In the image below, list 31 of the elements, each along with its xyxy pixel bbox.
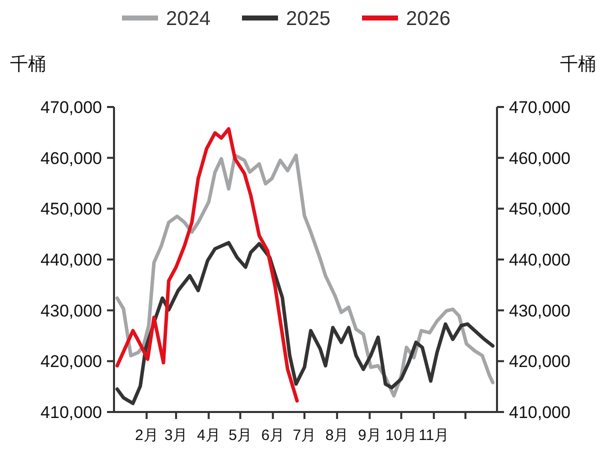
- y2-tick-label: 410,000: [509, 402, 570, 422]
- y2-axis-title: 千桶: [560, 54, 596, 74]
- y-tick-label: 420,000: [40, 352, 102, 372]
- y2-tick-label: 430,000: [509, 301, 570, 320]
- x-tick-label: 2月: [134, 427, 158, 444]
- y-tick-label: 470,000: [40, 98, 102, 117]
- x-tick-label: 7月: [292, 427, 316, 444]
- y2-tick-label: 450,000: [509, 200, 570, 219]
- x-tick-label: 10月: [385, 427, 418, 444]
- x-tick-label: 3月: [164, 427, 188, 444]
- y2-tick-label: 420,000: [509, 352, 570, 372]
- x-tick-label: 6月: [261, 427, 285, 444]
- y2-tick-label: 470,000: [509, 98, 570, 117]
- x-tick-label: 8月: [325, 427, 349, 444]
- y-tick-label: 450,000: [40, 200, 102, 219]
- x-tick-label: 9月: [358, 427, 382, 444]
- y-tick-label: 410,000: [40, 402, 102, 422]
- y-axis-title: 千桶: [10, 54, 46, 74]
- x-tick-label: 5月: [228, 427, 252, 444]
- y-tick-label: 440,000: [40, 250, 102, 270]
- line-series: [115, 127, 299, 403]
- legend-label: 2024: [166, 8, 210, 30]
- y2-tick-label: 460,000: [509, 148, 570, 168]
- y2-tick-label: 440,000: [509, 250, 570, 270]
- x-tick-label: 11月: [418, 427, 450, 444]
- line-series: [115, 154, 495, 398]
- y-tick-label: 460,000: [40, 148, 102, 168]
- legend-label: 2025: [286, 8, 330, 30]
- legend-label: 2026: [406, 8, 450, 30]
- y-tick-label: 430,000: [40, 301, 102, 320]
- x-tick-label: 4月: [197, 427, 220, 444]
